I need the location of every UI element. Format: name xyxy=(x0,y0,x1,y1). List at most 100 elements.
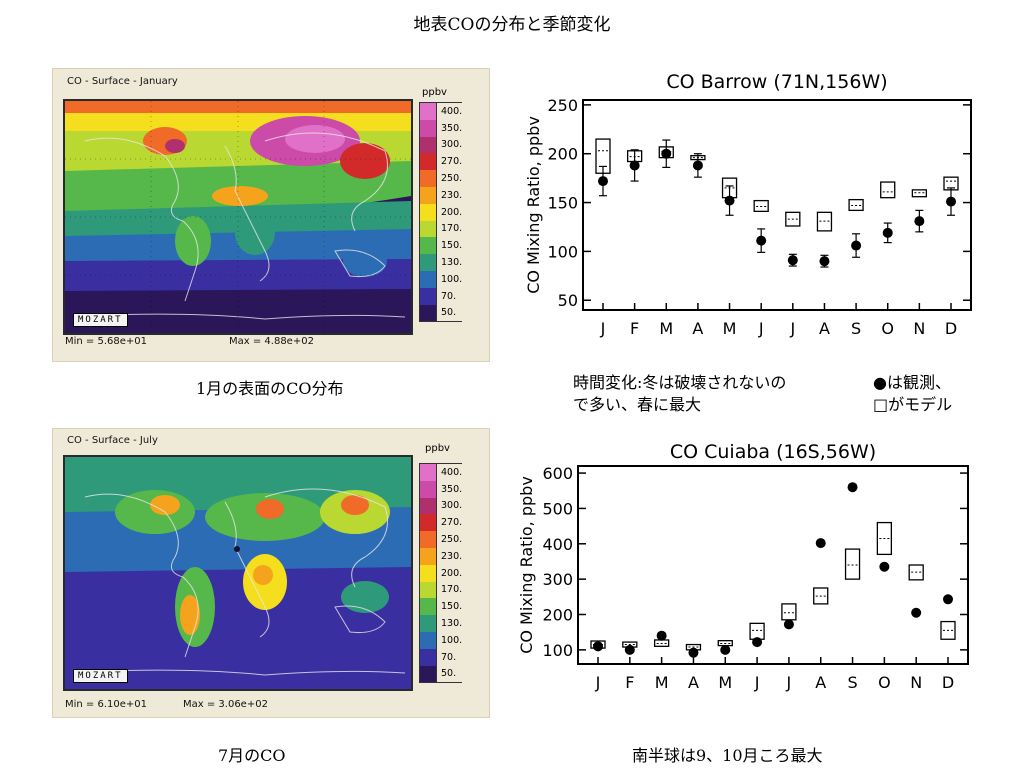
x-tick-label: S xyxy=(847,673,857,692)
colorbar-level: 270. xyxy=(419,153,463,171)
january-map-title: CO - Surface - January xyxy=(67,76,178,87)
plot-frame xyxy=(582,99,972,311)
colorbar-label: 230. xyxy=(441,189,463,201)
colorbar-label: 130. xyxy=(441,618,463,630)
colorbar-label: 200. xyxy=(441,567,463,579)
january-map-image xyxy=(65,101,411,333)
colorbar-swatch xyxy=(419,564,437,582)
barrow-note-line1: 時間変化:冬は破壊されないの xyxy=(573,373,787,392)
colorbar-level: 230. xyxy=(419,547,462,565)
colorbar-swatch xyxy=(419,153,437,171)
colorbar-level: 70. xyxy=(419,648,462,666)
colorbar-level: 400. xyxy=(419,464,462,481)
colorbar-level: 200. xyxy=(419,203,463,221)
model-box xyxy=(908,564,924,581)
colorbar-label: 170. xyxy=(441,584,463,596)
model-box xyxy=(753,199,769,212)
colorbar-level: 150. xyxy=(419,237,462,255)
july-map-title: CO - Surface - July xyxy=(67,435,158,446)
x-tick-label: N xyxy=(910,673,922,692)
observation-point xyxy=(783,619,794,630)
colorbar-swatch xyxy=(419,480,437,498)
cuiaba-chart: CO Cuiaba (16S,56W) 100 200 300 400 500 600 J F M… xyxy=(517,441,969,692)
january-colorbar-unit: ppbv xyxy=(422,87,447,98)
january-colorbar: 400. 350. 300. 270. 250. 230. 200. 170. 150. 130.… xyxy=(419,102,463,323)
january-map-panel: CO - Surface - January xyxy=(52,68,490,362)
observation-point xyxy=(756,235,767,246)
july-colorbar: 400. 350. 300. 270. 250. 230. 200. 170. 150. 130.… xyxy=(419,463,463,684)
colorbar-swatch xyxy=(419,514,437,532)
observation-point xyxy=(752,637,763,648)
observation-point xyxy=(911,607,922,618)
observation-point xyxy=(847,482,858,493)
colorbar-level: 350. xyxy=(419,119,463,137)
colorbar-level: 170. xyxy=(419,220,462,238)
x-tick-label: N xyxy=(913,319,925,338)
observation-point xyxy=(946,196,956,207)
y-tick-label: 200 xyxy=(547,145,578,164)
colorbar-level: 250. xyxy=(419,531,462,548)
observation-point xyxy=(688,647,699,658)
colorbar-swatch xyxy=(419,203,437,221)
observation-point xyxy=(787,255,798,266)
observation-point xyxy=(593,641,603,652)
observation-point xyxy=(943,594,953,605)
x-tick-label: S xyxy=(851,319,861,338)
july-colorbar-unit: ppbv xyxy=(425,443,450,454)
y-tick-label: 250 xyxy=(547,96,578,115)
colorbar-swatch xyxy=(419,304,437,322)
colorbar-label: 50. xyxy=(441,668,457,680)
page-title: 地表COの分布と季節変化 xyxy=(413,15,611,35)
legend-model: □がモデル xyxy=(873,395,953,414)
x-tick-label: F xyxy=(630,319,639,338)
colorbar-label: 400. xyxy=(441,466,463,478)
x-tick-label: M xyxy=(655,673,669,692)
x-tick-label: M xyxy=(659,319,673,338)
x-tick-label: D xyxy=(945,319,957,338)
observation-point xyxy=(598,176,608,187)
colorbar-swatch xyxy=(419,497,437,515)
colorbar-level: 100. xyxy=(419,631,462,649)
january-max-label: Max = 4.88e+02 xyxy=(229,336,314,347)
observation-point xyxy=(720,644,731,655)
observation-point xyxy=(851,240,862,251)
colorbar-level: 300. xyxy=(419,497,463,515)
model-box xyxy=(880,181,896,199)
legend-observed: ●は観測、 xyxy=(873,373,951,392)
model-box xyxy=(816,211,833,232)
july-map-image xyxy=(65,457,411,689)
colorbar-swatch xyxy=(419,237,437,255)
colorbar-label: 350. xyxy=(441,122,463,134)
colorbar-swatch xyxy=(419,270,437,288)
colorbar-swatch xyxy=(419,615,437,632)
colorbar-swatch xyxy=(419,119,437,137)
y-tick-label: 600 xyxy=(542,464,573,483)
colorbar-swatch xyxy=(419,464,437,481)
y-tick-label: 100 xyxy=(547,242,578,261)
july-max-label: Max = 3.06e+02 xyxy=(183,699,268,710)
colorbar-label: 270. xyxy=(441,156,463,168)
barrow-note-line2: で多い、春に最大 xyxy=(573,395,702,414)
model-box xyxy=(813,587,829,605)
colorbar-level: 230. xyxy=(419,186,463,204)
cuiaba-caption: 南半球は9、10月ころ最大 xyxy=(632,746,823,765)
y-axis-label: CO Mixing Ratio, ppbv xyxy=(524,116,543,294)
colorbar-swatch xyxy=(419,254,437,271)
colorbar-swatch xyxy=(419,220,437,238)
colorbar-level: 250. xyxy=(419,170,462,187)
observation-point xyxy=(724,195,735,206)
observation-point xyxy=(815,538,826,549)
colorbar-label: 250. xyxy=(441,173,463,185)
colorbar-label: 300. xyxy=(441,139,463,151)
colorbar-level: 70. xyxy=(419,287,462,305)
colorbar-level: 270. xyxy=(419,514,462,532)
july-caption: 7月のCO xyxy=(218,746,286,765)
observation-point xyxy=(882,227,893,238)
y-tick-label: 300 xyxy=(542,570,573,589)
colorbar-swatch xyxy=(419,581,437,599)
model-box xyxy=(749,622,765,640)
colorbar-label: 200. xyxy=(441,206,463,218)
colorbar-label: 300. xyxy=(441,500,463,512)
colorbar-swatch xyxy=(419,103,437,120)
x-tick-label: M xyxy=(723,319,737,338)
